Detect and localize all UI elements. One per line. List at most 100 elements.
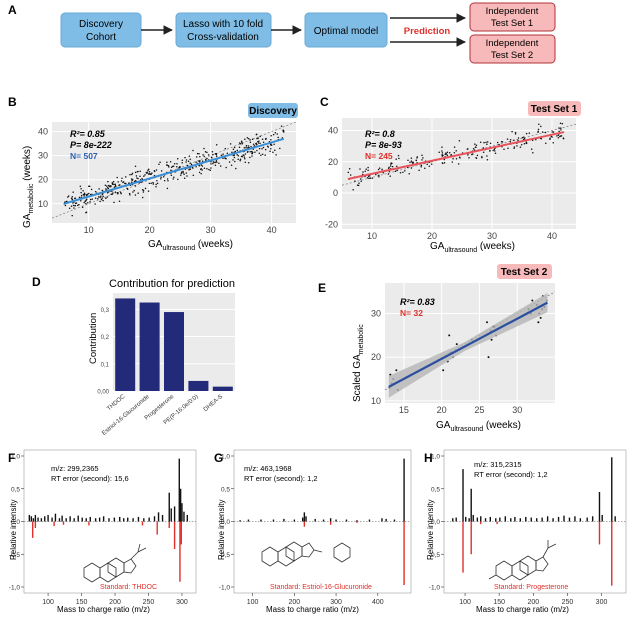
- data-point: [215, 153, 218, 156]
- structure-thdoc-icon: [83, 543, 147, 583]
- y-tick-label: 10: [38, 199, 48, 209]
- data-point: [244, 153, 247, 155]
- data-point: [369, 177, 372, 179]
- flow-box-lasso: Lasso with 10 fold Cross-validation: [175, 12, 272, 48]
- structure-progesterone-icon: [488, 540, 557, 581]
- y-tick-label: 1,0: [431, 454, 440, 461]
- data-point: [475, 157, 477, 159]
- data-point: [101, 189, 104, 192]
- data-point: [78, 196, 81, 199]
- data-point: [472, 153, 474, 155]
- flow-box-optimal-model: Optimal model: [304, 12, 388, 48]
- x-tick-label: 100: [42, 599, 54, 606]
- ylabel-h: Relative intensity: [426, 500, 435, 560]
- data-point: [525, 132, 528, 135]
- data-point: [107, 185, 110, 187]
- data-point: [365, 168, 367, 170]
- ylabel-e-main: Scaled GA: [352, 354, 363, 402]
- data-point: [90, 188, 93, 191]
- data-point: [501, 141, 504, 143]
- xlabel-f: Mass to charge ratio (m/z): [57, 605, 150, 614]
- data-point: [137, 192, 139, 194]
- y-tick-label: 20: [38, 175, 48, 185]
- stat-r2-c: R²= 0.8: [365, 129, 395, 139]
- data-point: [189, 158, 191, 160]
- data-point: [71, 196, 74, 198]
- data-point: [99, 200, 101, 203]
- data-point: [195, 166, 197, 168]
- data-point: [236, 149, 239, 152]
- data-point: [378, 175, 380, 178]
- plot-area-b: [52, 122, 296, 223]
- data-point: [82, 189, 84, 192]
- data-point: [84, 200, 86, 203]
- data-point: [72, 204, 75, 207]
- data-point: [202, 154, 204, 156]
- data-point: [523, 137, 526, 140]
- data-point: [134, 165, 137, 167]
- data-point: [158, 163, 160, 166]
- x-tick-label: 30: [512, 405, 522, 415]
- badge-test2: [497, 264, 552, 279]
- y-tick-label: 0: [333, 188, 338, 198]
- x-tick-label: 40: [267, 225, 277, 235]
- data-point: [139, 175, 141, 177]
- data-point: [514, 133, 517, 135]
- data-point: [539, 316, 542, 319]
- x-tick-label: 20: [437, 405, 447, 415]
- data-point: [496, 141, 499, 144]
- data-point: [179, 166, 181, 169]
- data-point: [455, 343, 458, 346]
- data-point: [89, 201, 91, 203]
- data-point: [521, 136, 524, 139]
- y-tick-label: 40: [38, 127, 48, 137]
- data-point: [81, 206, 84, 208]
- x-tick-label: 30: [487, 231, 497, 241]
- data-point: [181, 161, 183, 164]
- stat-r2-b: R²= 0.85: [70, 129, 106, 139]
- info-rt-f: RT error (second): 15,6: [51, 474, 129, 483]
- data-point: [232, 159, 234, 161]
- data-point: [196, 152, 199, 155]
- data-point: [226, 152, 229, 154]
- data-point: [448, 152, 451, 154]
- data-point: [70, 205, 73, 207]
- info-rt-h: RT error (second): 1,2: [474, 470, 548, 479]
- data-point: [155, 185, 157, 188]
- flow-box-discovery-line1: Discovery: [79, 19, 123, 30]
- data-point: [173, 176, 175, 179]
- data-point: [239, 143, 242, 145]
- data-point: [259, 135, 261, 138]
- x-tick-label: 200: [288, 599, 300, 606]
- data-point: [152, 181, 154, 184]
- x-tick-label: 200: [527, 599, 539, 606]
- data-point: [238, 142, 241, 144]
- data-point: [97, 197, 99, 200]
- data-point: [558, 127, 560, 129]
- data-point: [144, 174, 146, 176]
- data-point: [452, 158, 454, 160]
- data-point: [270, 139, 272, 141]
- data-point: [252, 143, 255, 145]
- data-point: [212, 153, 214, 156]
- fit-line: [63, 137, 285, 205]
- data-point: [506, 138, 509, 140]
- y-tick-label: -20: [325, 219, 338, 229]
- data-point: [212, 162, 214, 165]
- data-point: [170, 166, 173, 169]
- data-point: [112, 180, 115, 183]
- data-point: [507, 147, 509, 149]
- data-point: [136, 177, 138, 179]
- flow-box-lasso-line1: Lasso with 10 fold: [183, 19, 263, 30]
- data-point: [247, 147, 249, 149]
- data-point: [80, 194, 83, 197]
- data-point: [261, 138, 264, 140]
- data-point: [446, 154, 449, 157]
- data-point: [253, 145, 256, 147]
- data-point: [537, 321, 540, 324]
- data-point: [210, 163, 212, 165]
- data-point: [391, 162, 393, 165]
- xlabel-e: GAultrasound (weeks): [436, 420, 521, 433]
- data-point: [247, 150, 249, 153]
- data-point: [76, 204, 79, 207]
